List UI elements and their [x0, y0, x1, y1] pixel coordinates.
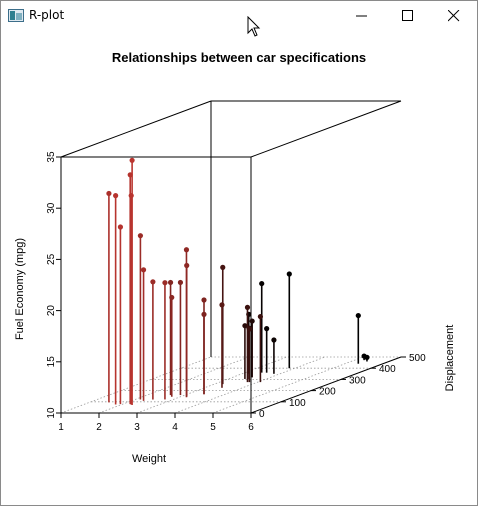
- grid-line-x: [60, 356, 212, 414]
- box-edge: [60, 100, 212, 158]
- close-button[interactable]: [431, 1, 477, 31]
- x-tick-label: 2: [96, 422, 102, 433]
- data-point: [201, 297, 207, 303]
- data-point: [140, 267, 147, 273]
- data-point: [242, 323, 248, 329]
- window-title: R-plot: [29, 8, 65, 22]
- maximize-button[interactable]: [385, 1, 431, 31]
- z-tick-label: 20: [46, 305, 57, 317]
- y-tick-label: 300: [349, 375, 366, 386]
- x-tick-label: 1: [58, 422, 64, 433]
- minimize-icon: [356, 15, 367, 17]
- axis-ticks: 1 2 3 4 5 6 10 15 20 25 30 35 0 100 200 300 400 500: [46, 151, 426, 433]
- x-tick-label: 4: [172, 422, 178, 433]
- z-tick-label: 30: [46, 202, 57, 214]
- data-point: [113, 193, 119, 199]
- close-icon: [448, 10, 460, 22]
- maximize-icon: [402, 10, 413, 21]
- y-tick-label: 500: [409, 353, 426, 364]
- box-frame: [60, 100, 402, 414]
- grid-line-x: [136, 356, 288, 414]
- scatterplot-3d-chart: Relationships between car specifications…: [14, 50, 456, 465]
- data-point: [167, 279, 174, 286]
- data-point: [117, 224, 124, 230]
- data-point: [244, 304, 251, 310]
- data-point: [219, 302, 225, 308]
- minimize-button[interactable]: [339, 1, 385, 31]
- data-point: [364, 354, 370, 360]
- mouse-cursor-icon: [247, 16, 261, 37]
- data-point: [271, 337, 277, 343]
- x-tick-label: 5: [210, 422, 216, 433]
- plot-area: Relationships between car specifications…: [1, 31, 477, 505]
- r-plot-app-icon: [8, 9, 24, 22]
- z-tick-label: 25: [46, 253, 57, 265]
- y-tick-label: 0: [259, 409, 265, 420]
- data-point: [355, 312, 361, 319]
- data-point: [286, 271, 292, 277]
- box-edge: [250, 356, 402, 414]
- data-point: [249, 318, 255, 324]
- data-point: [128, 193, 134, 199]
- y-tick-label: 100: [289, 398, 306, 409]
- data-point: [183, 247, 190, 253]
- z-tick-label: 35: [46, 151, 57, 163]
- data-point: [246, 326, 252, 332]
- y-tick-label: 400: [379, 364, 396, 375]
- data-point: [177, 279, 184, 286]
- grid-line-x: [212, 356, 364, 414]
- data-point: [106, 190, 112, 197]
- data-point: [169, 294, 175, 301]
- data-point: [259, 280, 265, 287]
- grid-line-x: [98, 356, 250, 414]
- z-axis-label: Fuel Economy (mpg): [14, 238, 26, 340]
- box-edge: [250, 100, 402, 158]
- x-axis-label: Weight: [132, 453, 166, 465]
- title-bar[interactable]: R-plot: [1, 1, 477, 37]
- data-points: [106, 157, 370, 406]
- z-tick-label: 15: [46, 356, 57, 368]
- y-tick-label: 200: [319, 387, 336, 398]
- chart-title: Relationships between car specifications: [112, 50, 366, 65]
- z-tick-label: 10: [46, 407, 57, 419]
- data-point: [129, 157, 135, 163]
- x-tick-label: 6: [248, 422, 254, 433]
- data-point: [137, 233, 144, 239]
- x-tick-label: 3: [134, 422, 140, 433]
- data-point: [150, 279, 156, 285]
- data-point: [162, 280, 168, 286]
- data-point: [257, 313, 263, 320]
- data-point: [220, 264, 226, 270]
- grid-line-x: [174, 356, 326, 414]
- data-point: [264, 326, 270, 332]
- y-axis-label: Displacement: [444, 325, 456, 392]
- data-point: [201, 311, 207, 317]
